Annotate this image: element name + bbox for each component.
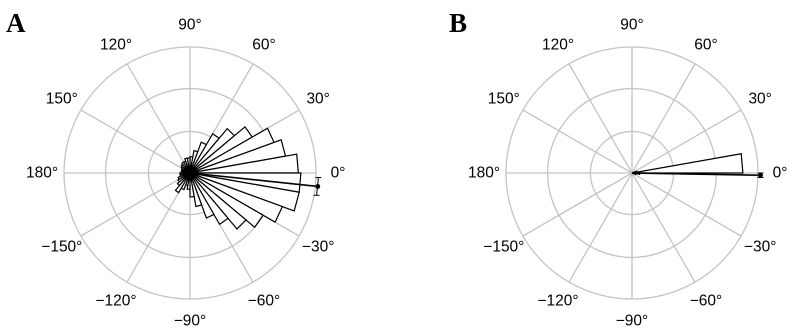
mean-direction-line-b: [631, 172, 758, 176]
angle-label-a-0: 0°: [331, 165, 346, 182]
angle-label-b-60: 60°: [694, 36, 717, 53]
grid-spoke-b-30: [631, 109, 742, 174]
panel-letter-b: B: [449, 8, 467, 38]
rose-bars-a: [174, 125, 302, 230]
angle-label-b-120: −120°: [537, 293, 578, 310]
angle-labels-a: 90° 60° 30° 0° −30° −60° −90° −120° −150° 180° 150…: [26, 17, 345, 330]
angle-label-b-0: 0°: [773, 165, 788, 182]
angle-label-a-30: −30°: [302, 239, 335, 256]
grid-spoke-b-210: [522, 172, 633, 237]
mean-direction-dot-a: [315, 184, 321, 189]
polar-chart-a: A 90° 60° 30° 0° −30° −60° −90° −120° −150° 180° 1…: [6, 8, 345, 330]
angle-label-b-60: −60°: [690, 293, 723, 310]
rose-bar-a-95: [186, 157, 191, 174]
mean-direction-line-a: [189, 172, 316, 187]
mean-direction-dot-b: [758, 172, 763, 178]
angle-label-a-60: 60°: [252, 36, 275, 53]
angle-label-a-30: 30°: [306, 91, 329, 108]
angle-label-a-90: −90°: [174, 313, 207, 330]
grid-spoke-a-210: [80, 172, 191, 237]
grid-spoke-b-120: [568, 63, 633, 174]
grid-spoke-b-150: [522, 109, 633, 174]
angle-label-b-150: −150°: [483, 239, 524, 256]
angle-label-a-90: 90°: [178, 17, 201, 34]
angle-label-a-150: 150°: [46, 91, 78, 108]
grid-spoke-a-120: [126, 63, 191, 174]
rose-bar-b-5: [631, 153, 744, 174]
angle-label-b-120: 120°: [542, 36, 574, 53]
angle-label-a-150: −150°: [41, 239, 82, 256]
grid-spoke-b-240: [568, 172, 633, 283]
angle-label-a-120: −120°: [95, 293, 136, 310]
angle-label-b-30: −30°: [744, 239, 777, 256]
angle-label-b-90: 90°: [620, 17, 643, 34]
angle-label-a-60: −60°: [248, 293, 281, 310]
mean-direction-a: [189, 172, 322, 196]
polar-chart-b: B 90° 60° 30° 0° −30° −60° −90° −120° −150° 180° 1…: [449, 8, 787, 330]
grid-spoke-b-60: [631, 63, 696, 174]
grid-spoke-b-300: [631, 172, 696, 283]
angle-label-b-90: −90°: [616, 313, 649, 330]
angle-label-b-30: 30°: [748, 91, 771, 108]
angle-label-a-120: 120°: [100, 36, 132, 53]
angle-label-b-150: 150°: [488, 91, 520, 108]
grid-spoke-b-330: [631, 172, 742, 237]
panel-letter-a: A: [6, 8, 26, 38]
angle-label-a-180: 180°: [26, 165, 58, 182]
angle-label-b-180: 180°: [468, 165, 500, 182]
angle-labels-b: 90° 60° 30° 0° −30° −60° −90° −120° −150° 180° 150…: [468, 17, 787, 330]
grid-spoke-a-150: [80, 109, 191, 174]
mean-direction-b: [631, 172, 764, 178]
